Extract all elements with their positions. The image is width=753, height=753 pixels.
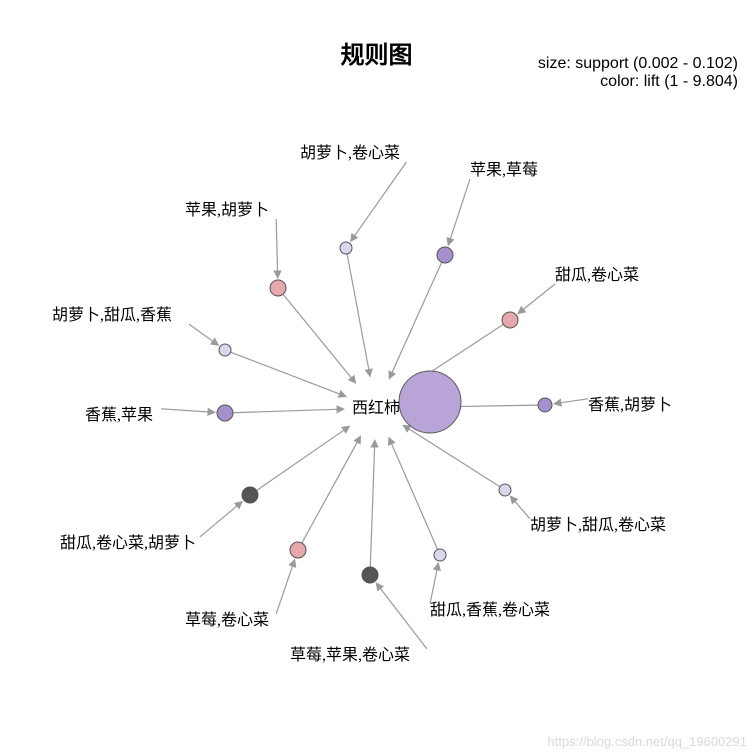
- edge: [231, 352, 347, 396]
- rule-node: [499, 484, 511, 496]
- rule-label: 草莓,苹果,卷心菜: [290, 646, 410, 664]
- rule-label: 草莓,卷心菜: [185, 611, 269, 629]
- rule-label: 胡萝卜,甜瓜,卷心菜: [530, 516, 666, 534]
- edge: [161, 409, 215, 413]
- edge: [430, 563, 438, 604]
- rule-label: 苹果,胡萝卜: [185, 201, 269, 219]
- edge: [510, 496, 530, 519]
- edge: [370, 440, 375, 567]
- edge: [389, 437, 438, 549]
- rule-node: [242, 487, 258, 503]
- edge: [189, 324, 219, 345]
- edge: [200, 501, 242, 536]
- edge: [233, 409, 344, 413]
- edge: [376, 583, 427, 649]
- rule-node: [217, 405, 233, 421]
- rule-node: [290, 542, 306, 558]
- edge: [276, 219, 278, 278]
- rule-node: [437, 247, 453, 263]
- rule-node: [434, 549, 446, 561]
- rule-label: 香蕉,苹果: [85, 406, 153, 424]
- rule-node: [502, 312, 518, 328]
- rule-node: [362, 567, 378, 583]
- edge: [283, 294, 356, 383]
- rule-label: 甜瓜,香蕉,卷心菜: [430, 601, 550, 619]
- edge: [276, 559, 295, 613]
- edge: [403, 425, 500, 487]
- rule-node: [538, 398, 552, 412]
- rule-label: 苹果,草莓: [470, 161, 538, 179]
- edge: [554, 399, 588, 404]
- rule-label: 胡萝卜,甜瓜,香蕉: [52, 306, 172, 324]
- edge: [389, 262, 442, 379]
- center-support-node: [399, 371, 461, 433]
- rule-node: [219, 344, 231, 356]
- edge: [351, 162, 407, 241]
- rule-node: [340, 242, 352, 254]
- rules-graph: 西红柿 胡萝卜,卷心菜苹果,草莓苹果,胡萝卜甜瓜,卷心菜胡萝卜,甜瓜,香蕉香蕉,胡…: [0, 0, 753, 753]
- edge: [302, 436, 361, 543]
- rule-label: 胡萝卜,卷心菜: [300, 144, 400, 162]
- rule-label: 香蕉,胡萝卜: [588, 396, 672, 414]
- rule-label: 甜瓜,卷心菜,胡萝卜: [60, 534, 196, 552]
- edge: [518, 284, 555, 314]
- rule-label: 甜瓜,卷心菜: [555, 266, 639, 284]
- edge: [347, 254, 370, 377]
- rule-node: [270, 280, 286, 296]
- center-label: 西红柿: [352, 399, 400, 417]
- edge: [448, 179, 470, 246]
